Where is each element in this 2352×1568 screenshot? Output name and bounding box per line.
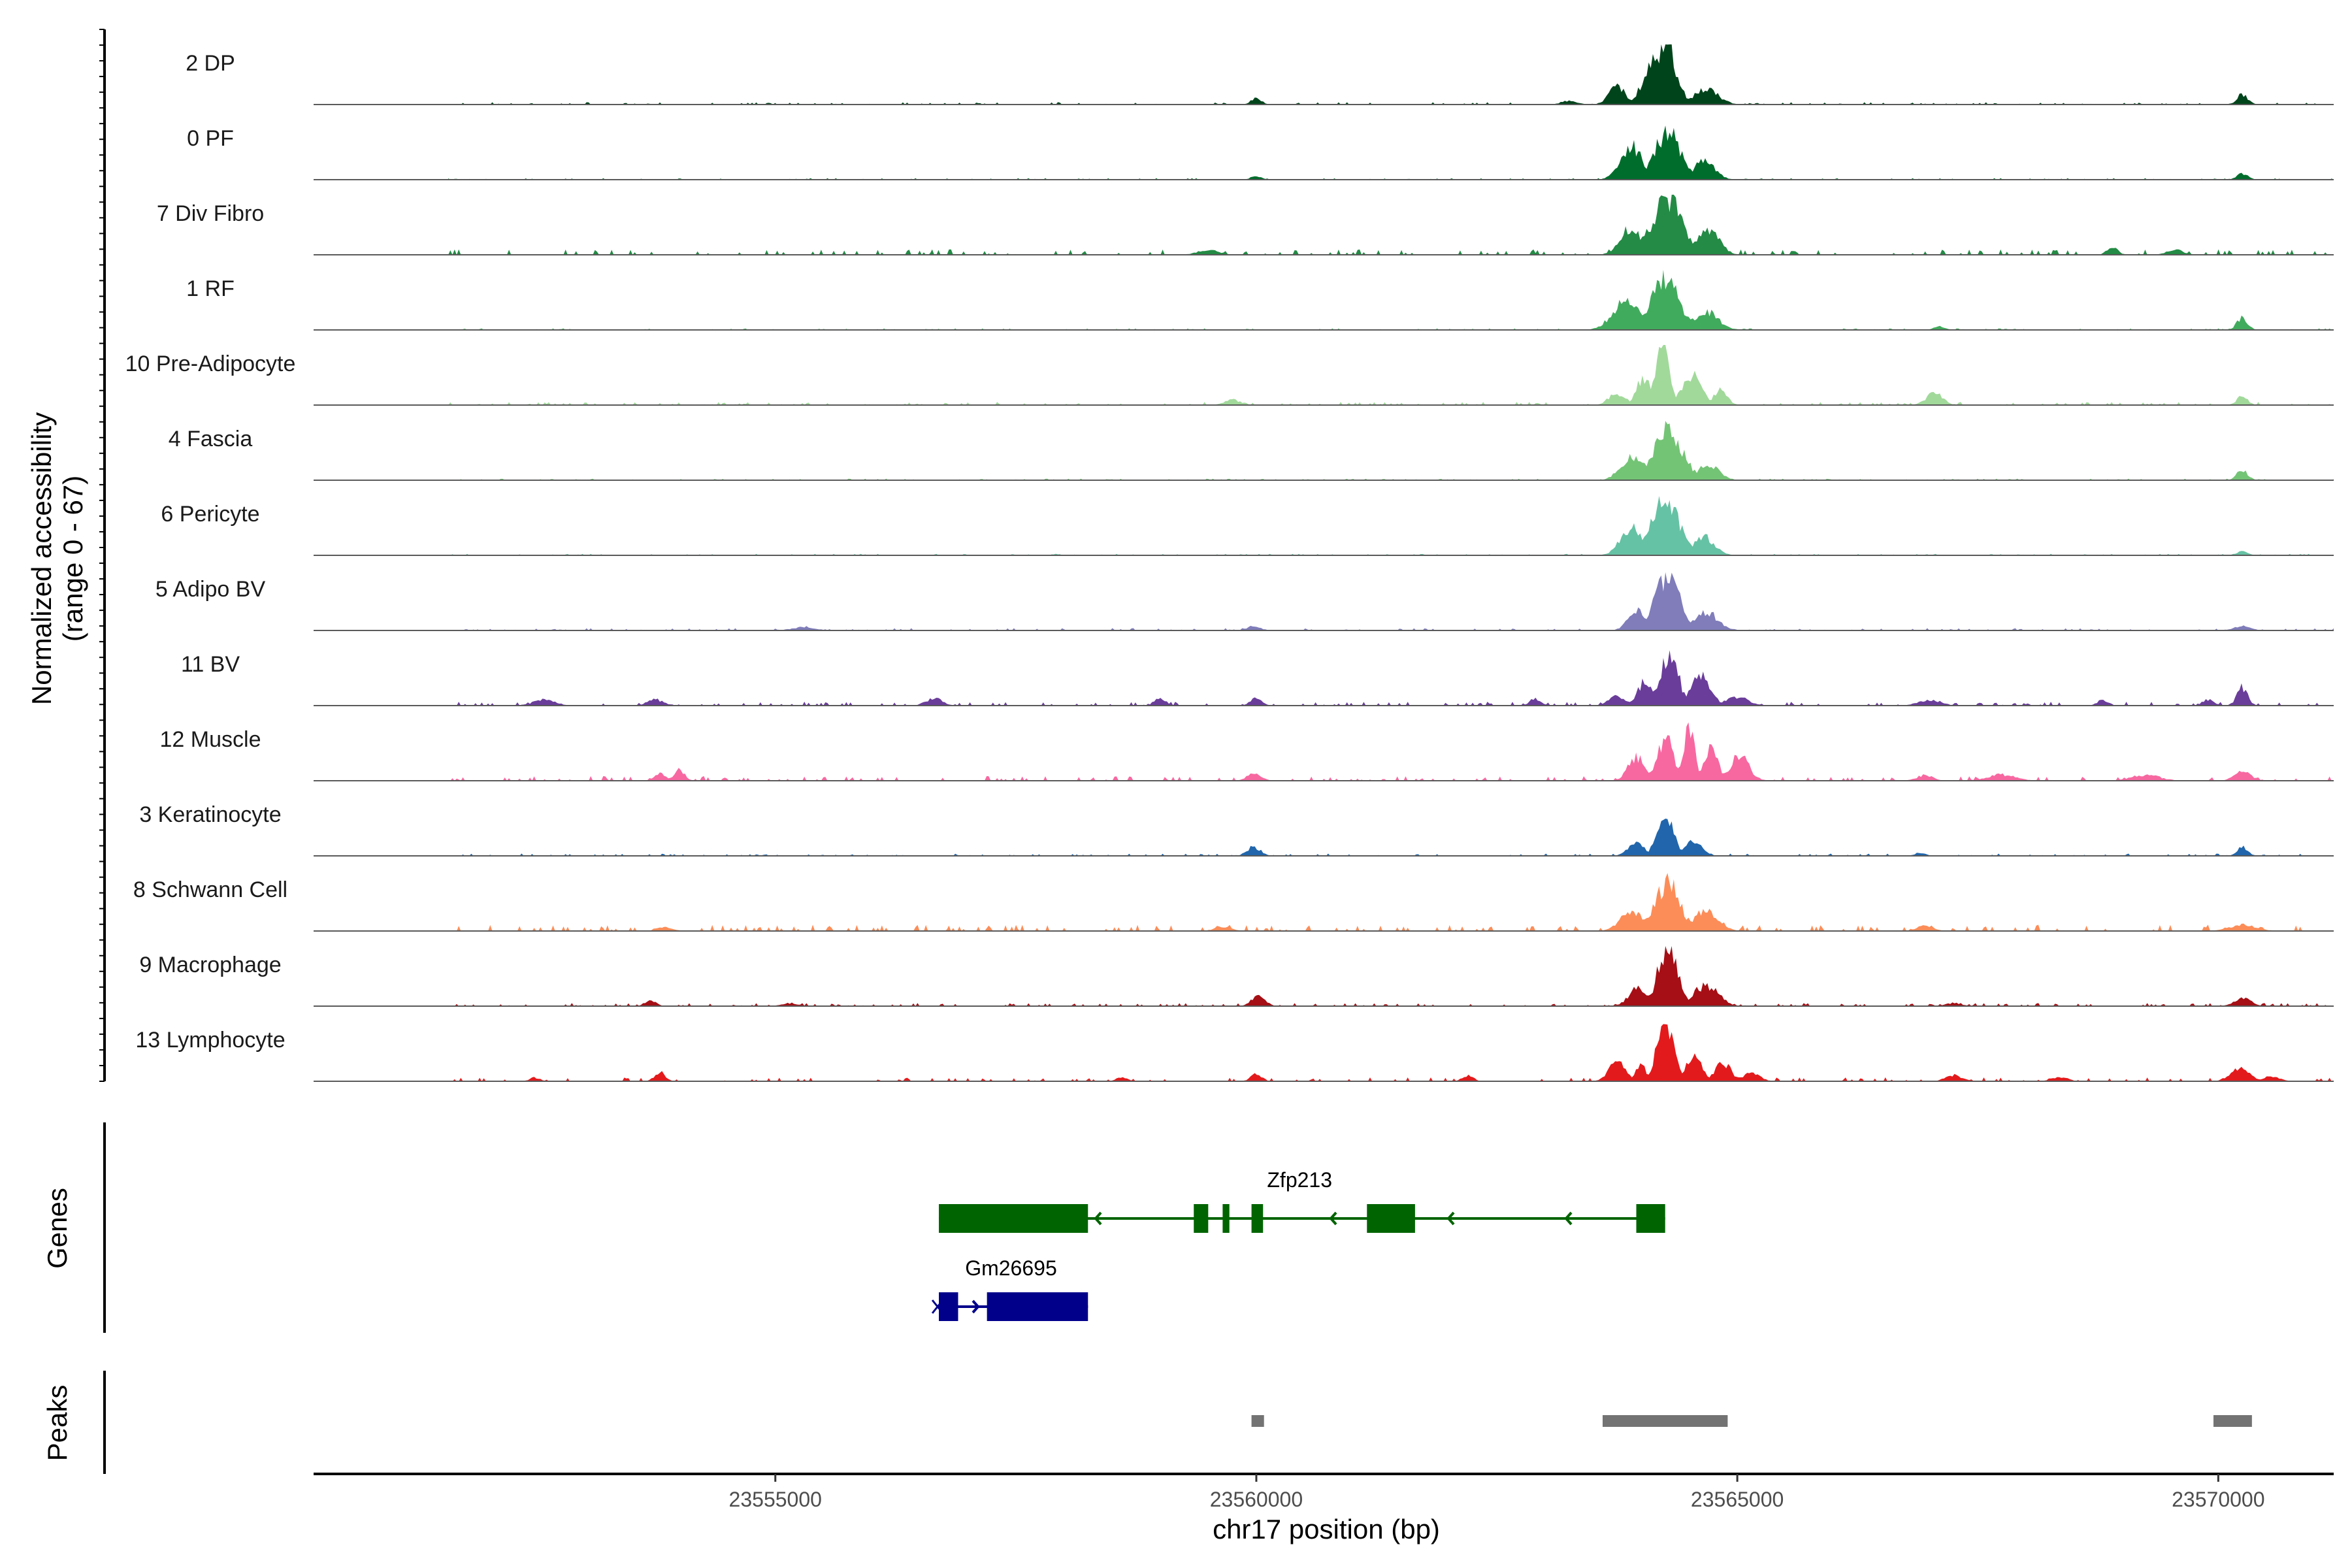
track-5 bbox=[314, 345, 2334, 406]
track-1 bbox=[314, 44, 2334, 105]
track-label-11: 3 Keratinocyte bbox=[139, 802, 281, 827]
strand-arrow bbox=[1564, 1211, 1573, 1226]
track-label-4: 1 RF bbox=[186, 276, 235, 301]
track-label-10: 12 Muscle bbox=[160, 727, 261, 752]
strand-arrow bbox=[972, 1299, 980, 1314]
track-3 bbox=[314, 195, 2334, 255]
gene-label-Gm26695: Gm26695 bbox=[965, 1256, 1057, 1280]
peaks-panel-label: Peaks bbox=[42, 1385, 73, 1462]
track-label-7: 6 Pericyte bbox=[161, 502, 259, 527]
coverage-tracks bbox=[314, 44, 2334, 1082]
x-tick-label: 23555000 bbox=[729, 1488, 822, 1511]
exon bbox=[1222, 1204, 1230, 1233]
coverage-area-9 bbox=[448, 650, 2334, 706]
x-tick-label: 23560000 bbox=[1210, 1488, 1303, 1511]
coverage-y-ticks bbox=[99, 29, 105, 1082]
exon bbox=[939, 1292, 958, 1321]
x-axis-title: chr17 position (bp) bbox=[1213, 1514, 1440, 1544]
track-10 bbox=[314, 722, 2334, 781]
coverage-area-6 bbox=[448, 421, 2334, 480]
exon bbox=[1367, 1204, 1415, 1233]
coverage-area-5 bbox=[448, 345, 2334, 405]
gene-annotations: Zfp213 Gm26695 bbox=[931, 1168, 1665, 1321]
coverage-area-10 bbox=[448, 722, 2334, 781]
track-7 bbox=[314, 496, 2334, 556]
x-tick-label: 23565000 bbox=[1691, 1488, 1784, 1511]
coverage-area-1 bbox=[448, 44, 2334, 105]
track-6 bbox=[314, 421, 2334, 481]
coverage-area-11 bbox=[448, 819, 2334, 856]
track-label-5: 10 Pre-Adipocyte bbox=[125, 351, 296, 376]
track-label-2: 0 PF bbox=[187, 126, 234, 151]
gene-Zfp213: Zfp213 bbox=[939, 1168, 1665, 1233]
track-2 bbox=[314, 125, 2334, 180]
strand-arrow bbox=[1094, 1211, 1102, 1226]
track-8 bbox=[314, 572, 2334, 631]
exon bbox=[939, 1204, 1088, 1233]
track-4 bbox=[314, 270, 2334, 331]
coverage-area-13 bbox=[448, 946, 2334, 1006]
coverage-area-12 bbox=[448, 873, 2334, 931]
peak-region bbox=[2213, 1415, 2252, 1427]
track-14 bbox=[314, 1024, 2334, 1082]
track-label-6: 4 Fascia bbox=[169, 427, 253, 451]
peak-region bbox=[1251, 1415, 1264, 1427]
peak-regions bbox=[1251, 1415, 2252, 1427]
exon bbox=[1251, 1204, 1264, 1233]
coverage-area-7 bbox=[448, 496, 2334, 555]
genes-panel-label: Genes bbox=[42, 1188, 73, 1269]
track-label-1: 2 DP bbox=[186, 51, 235, 76]
x-tick-label: 23570000 bbox=[2172, 1488, 2264, 1511]
track-label-3: 7 Div Fibro bbox=[157, 201, 264, 226]
track-11 bbox=[314, 819, 2334, 857]
exon bbox=[987, 1292, 1088, 1321]
coverage-ylabel-line2: (range 0 - 67) bbox=[57, 476, 88, 642]
coverage-ylabel-line1: Normalized accessibility bbox=[26, 412, 57, 705]
track-13 bbox=[314, 946, 2334, 1007]
coverage-area-8 bbox=[448, 572, 2334, 630]
coverage-area-14 bbox=[448, 1024, 2334, 1081]
track-label-13: 9 Macrophage bbox=[139, 953, 281, 977]
gene-Gm26695: Gm26695 bbox=[931, 1256, 1088, 1321]
track-label-9: 11 BV bbox=[181, 652, 240, 677]
track-12 bbox=[314, 873, 2334, 932]
strand-arrow bbox=[1329, 1211, 1337, 1226]
coverage-area-2 bbox=[448, 125, 2334, 180]
strand-arrow bbox=[1446, 1211, 1455, 1226]
track-label-8: 5 Adipo BV bbox=[155, 577, 266, 602]
coverage-area-3 bbox=[448, 195, 2334, 255]
track-label-12: 8 Schwann Cell bbox=[133, 877, 287, 902]
gene-end-mark bbox=[931, 1299, 944, 1314]
peak-region bbox=[1602, 1415, 1728, 1427]
x-axis-ticks: 23555000 23560000 23565000 23570000 bbox=[729, 1474, 2265, 1511]
gene-label-Zfp213: Zfp213 bbox=[1267, 1168, 1332, 1192]
exon bbox=[1194, 1204, 1209, 1233]
exon bbox=[1636, 1204, 1665, 1233]
coverage-area-4 bbox=[448, 270, 2334, 330]
track-label-14: 13 Lymphocyte bbox=[135, 1028, 285, 1053]
track-9 bbox=[314, 650, 2334, 706]
track-labels: 2 DP 0 PF 7 Div Fibro 1 RF 10 Pre-Adipocyte 4… bbox=[125, 51, 296, 1053]
